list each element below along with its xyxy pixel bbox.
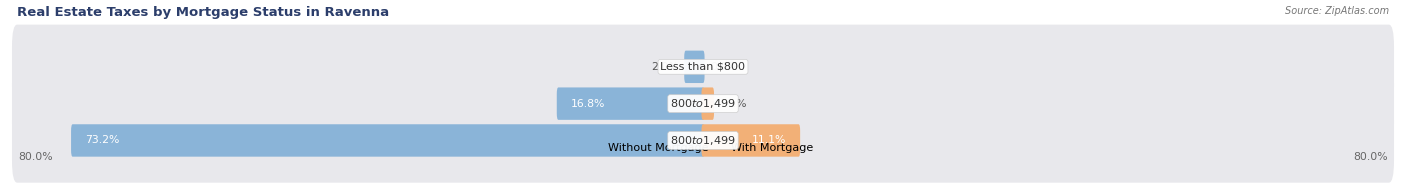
Text: $800 to $1,499: $800 to $1,499 xyxy=(671,134,735,147)
Legend: Without Mortgage, With Mortgage: Without Mortgage, With Mortgage xyxy=(588,138,818,158)
Text: Source: ZipAtlas.com: Source: ZipAtlas.com xyxy=(1285,6,1389,16)
FancyBboxPatch shape xyxy=(557,87,704,120)
FancyBboxPatch shape xyxy=(702,124,800,157)
FancyBboxPatch shape xyxy=(72,124,704,157)
FancyBboxPatch shape xyxy=(13,98,1393,183)
FancyBboxPatch shape xyxy=(685,51,704,83)
FancyBboxPatch shape xyxy=(13,25,1393,109)
Text: Less than $800: Less than $800 xyxy=(661,62,745,72)
Text: 16.8%: 16.8% xyxy=(571,99,606,109)
Text: $800 to $1,499: $800 to $1,499 xyxy=(671,97,735,110)
Text: 0.0%: 0.0% xyxy=(710,62,738,72)
Text: 80.0%: 80.0% xyxy=(18,152,53,162)
Text: 2.0%: 2.0% xyxy=(651,62,679,72)
FancyBboxPatch shape xyxy=(13,61,1393,146)
Text: 80.0%: 80.0% xyxy=(1353,152,1388,162)
Text: 11.1%: 11.1% xyxy=(751,135,786,145)
Text: 73.2%: 73.2% xyxy=(86,135,120,145)
FancyBboxPatch shape xyxy=(702,87,714,120)
Text: 1.1%: 1.1% xyxy=(720,99,747,109)
Text: Real Estate Taxes by Mortgage Status in Ravenna: Real Estate Taxes by Mortgage Status in … xyxy=(17,6,389,19)
